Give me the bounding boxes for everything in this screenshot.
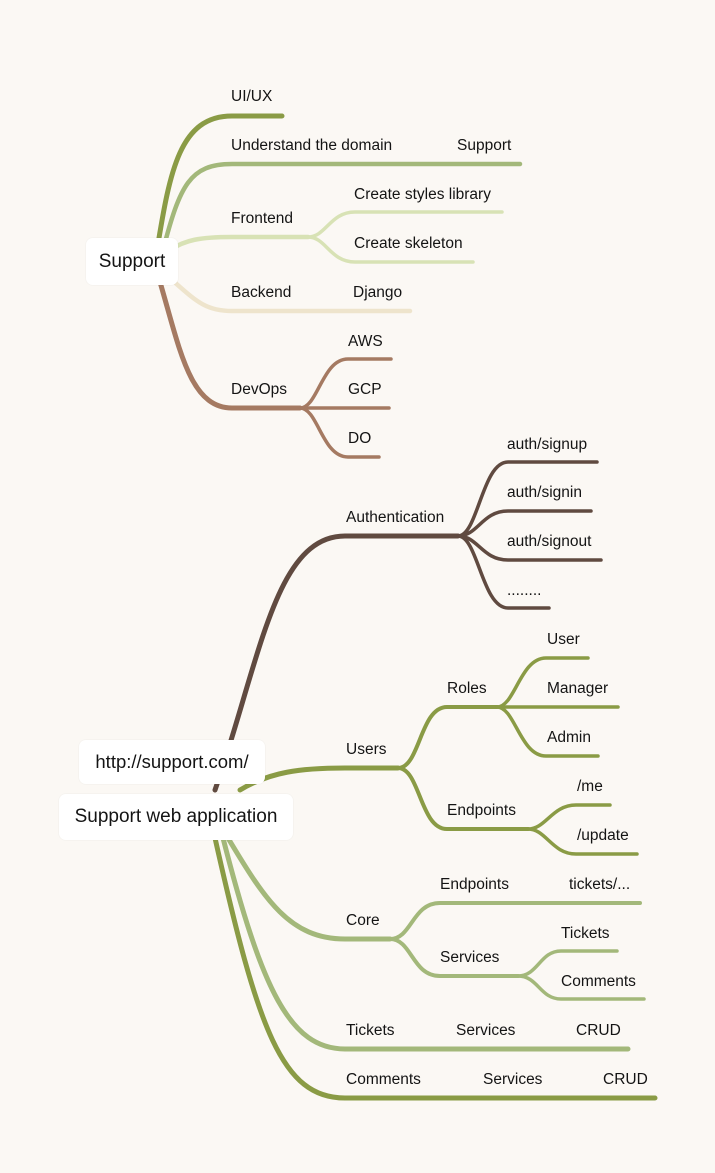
node-aws: AWS <box>348 333 383 350</box>
branch-auth-more <box>456 534 551 610</box>
node-role-user: User <box>547 631 580 648</box>
node-role-manager: Manager <box>547 680 608 697</box>
node-endpoint-me: /me <box>577 778 603 795</box>
node-tickets-crud: CRUD <box>576 1022 621 1039</box>
url-node-label: http://support.com/ <box>95 751 249 772</box>
node-core-comments: Comments <box>561 973 636 990</box>
branch-user <box>495 656 590 709</box>
node-devops: DevOps <box>231 381 287 398</box>
branch-comments <box>212 835 658 1101</box>
node-tickets: Tickets <box>346 1022 395 1039</box>
branch-signup <box>456 460 599 538</box>
node-user-endpoints: Endpoints <box>447 802 516 819</box>
node-uiux: UI/UX <box>231 88 273 105</box>
branch-backend <box>169 277 413 314</box>
node-endpoint-update: /update <box>577 827 629 844</box>
branch-me <box>526 803 612 831</box>
branch-update <box>526 827 639 856</box>
node-backend: Backend <box>231 284 291 301</box>
branch-do <box>298 406 381 459</box>
map1-branches <box>154 113 523 459</box>
url-node: http://support.com/ <box>79 740 265 784</box>
branch-admin <box>495 705 600 758</box>
root-node-support-label: Support <box>98 250 166 272</box>
node-tickets-path: tickets/... <box>569 876 630 893</box>
node-comments-services: Services <box>483 1071 543 1088</box>
map2-branches <box>212 460 658 1101</box>
branch-roles <box>396 705 499 770</box>
node-core-tickets: Tickets <box>561 925 610 942</box>
node-core-services: Services <box>440 949 500 966</box>
branch-authentication <box>212 533 461 793</box>
node-gcp: GCP <box>348 381 382 398</box>
node-understand-domain: Understand the domain <box>231 137 392 154</box>
node-comments-crud: CRUD <box>603 1071 648 1088</box>
branch-domain <box>160 161 523 253</box>
branch-user-endpoints <box>396 766 530 831</box>
node-frontend: Frontend <box>231 210 293 227</box>
node-comments: Comments <box>346 1071 421 1088</box>
branch-aws <box>298 357 393 410</box>
root-node-support: Support <box>86 238 178 285</box>
node-skeleton: Create skeleton <box>354 235 463 252</box>
node-auth-signup: auth/signup <box>507 436 587 453</box>
branch-skeleton <box>306 235 475 264</box>
map1-labels: UI/UX Understand the domain Support Fron… <box>231 88 512 447</box>
map2-labels: Authentication auth/signup auth/signin a… <box>346 436 648 1088</box>
branch-styles <box>306 210 504 239</box>
node-roles: Roles <box>447 680 487 697</box>
branch-tickets <box>220 835 631 1052</box>
branch-core-endpoints <box>388 901 642 941</box>
node-styles-library: Create styles library <box>354 186 491 203</box>
branch-core-comments <box>516 974 646 1001</box>
branch-core <box>225 835 393 942</box>
branch-uiux <box>154 113 285 253</box>
node-auth-signin: auth/signin <box>507 484 582 501</box>
branch-core-services <box>388 937 520 978</box>
node-users: Users <box>346 741 387 758</box>
branch-devops <box>157 279 303 411</box>
node-core-endpoints: Endpoints <box>440 876 509 893</box>
node-auth-more: ........ <box>507 582 541 599</box>
branch-frontend <box>167 234 311 253</box>
root-node-support-web-application: Support web application <box>59 794 293 840</box>
node-domain-support: Support <box>457 137 512 154</box>
node-core: Core <box>346 912 380 929</box>
node-do: DO <box>348 430 371 447</box>
root-node-support-web-application-label: Support web application <box>74 806 278 827</box>
node-auth-signout: auth/signout <box>507 533 592 550</box>
node-authentication: Authentication <box>346 509 444 526</box>
node-role-admin: Admin <box>547 729 591 746</box>
node-tickets-services: Services <box>456 1022 516 1039</box>
node-django: Django <box>353 284 402 301</box>
branch-users <box>237 765 401 793</box>
